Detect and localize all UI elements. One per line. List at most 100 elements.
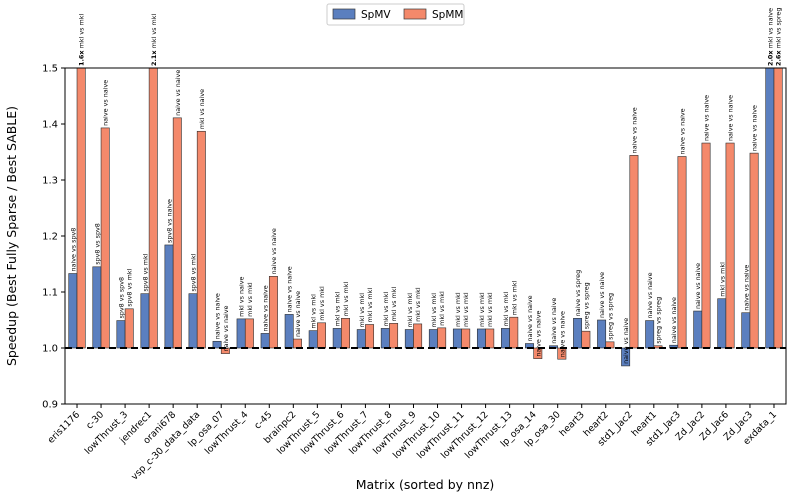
bar-spmm-zd-jac2 xyxy=(701,142,711,349)
bar-label-spmv-c-30: spv8 vs spv8 xyxy=(93,223,101,265)
bar-spmm-heart1 xyxy=(653,345,663,349)
legend-swatch-spmv xyxy=(332,8,356,20)
y-tick-label: 1.2 xyxy=(42,232,58,243)
bar-spmm-jendrec1 xyxy=(148,67,158,349)
bar-label-spmm-lowthrust-12: mkl vs mkl xyxy=(486,292,494,327)
bar-label-spmv-lowthrust-13: mkl vs mkl xyxy=(502,292,510,327)
bar-spmv-c-45 xyxy=(260,333,270,349)
bar-label-spmm-brainpc2: naive vs naive xyxy=(294,291,302,337)
bar-label-spmm-lowthrust-3: spv8 vs mkl xyxy=(126,268,134,306)
bar-label-spmv-lp-osa-14: naive vs naive xyxy=(526,295,534,341)
bar-label-spmv-std1-jac3: naive vs naive xyxy=(670,297,678,343)
bar-spmm-lowthrust-8 xyxy=(389,323,399,349)
bar-label-spmm-std1-jac2: naive vs naive xyxy=(630,107,638,153)
bar-label-spmv-lowthrust-5: mkl vs mkl xyxy=(310,294,318,329)
bar-label-spmm-heart3: spreg vs spreg xyxy=(582,282,590,329)
bar-spmv-heart3 xyxy=(573,318,583,349)
legend: SpMV SpMM xyxy=(326,3,465,26)
y-tick-label: 0.9 xyxy=(42,400,58,411)
bar-spmv-zd-jac2 xyxy=(693,310,703,349)
bar-label-spmm-zd-jac3: naive vs naive xyxy=(751,105,759,151)
bar-spmm-c-45 xyxy=(268,276,278,349)
bar-label-spmm-eris1176: 1.6x mkl vs mkl xyxy=(78,14,86,66)
y-tick-label: 1.3 xyxy=(42,176,58,187)
bar-spmm-lowthrust-13 xyxy=(509,316,519,349)
bar-label-spmm-lowthrust-10: mkl vs mkl xyxy=(438,291,446,326)
bar-label-spmv-lowthrust-10: mkl vs mkl xyxy=(430,293,438,328)
y-tick-label: 1.4 xyxy=(42,120,58,131)
bar-spmm-lowthrust-4 xyxy=(244,318,254,349)
bar-label-spmv-lowthrust-6: mkl vs mkl xyxy=(334,292,342,327)
bar-spmm-lowthrust-6 xyxy=(341,318,350,349)
bar-spmm-eris1176 xyxy=(76,67,86,349)
bar-label-spmm-c-30: naive vs naive xyxy=(102,80,110,126)
bar-label-spmv-zd-jac3: naive vs naive xyxy=(742,265,750,311)
bar-spmv-lowthrust-5 xyxy=(308,330,318,349)
bar-spmv-lowthrust-7 xyxy=(356,329,366,349)
bar-spmv-heart1 xyxy=(645,320,655,349)
bar-spmv-std1-jac2 xyxy=(621,347,631,367)
bar-label-spmm-lowthrust-7: mkl vs mkl xyxy=(366,288,374,323)
bar-spmv-lowthrust-4 xyxy=(236,318,246,349)
legend-label-spmv: SpMV xyxy=(361,9,391,21)
bar-label-spmv-lowthrust-7: mkl vs mkl xyxy=(358,293,366,328)
bar-spmm-std1-jac2 xyxy=(629,155,639,349)
bar-spmv-lp-osa-07 xyxy=(212,340,222,349)
bar-label-spmm-orani678: naive vs naive xyxy=(174,70,182,116)
bar-spmv-vsp-c-30-data-data xyxy=(188,293,198,349)
bar-spmm-orani678 xyxy=(172,117,182,349)
bar-label-spmv-lp-osa-07: naive vs naive xyxy=(214,293,222,339)
bar-label-spmv-lowthrust-9: mkl vs mkl xyxy=(406,293,414,328)
bar-label-spmv-lowthrust-3: spv8 vs spv8 xyxy=(117,277,125,319)
bar-label-spmv-std1-jac2: naive vs naive xyxy=(622,318,630,364)
bar-spmm-lowthrust-5 xyxy=(317,322,326,349)
bar-spmm-lowthrust-7 xyxy=(365,324,375,349)
bar-spmv-heart2 xyxy=(597,319,607,349)
bar-label-spmm-vsp-c-30-data-data: mkl vs naive xyxy=(198,89,206,129)
bar-spmv-eris1176 xyxy=(68,273,78,349)
bar-spmv-zd-jac6 xyxy=(717,298,727,349)
bar-spmv-jendrec1 xyxy=(140,293,150,349)
bar-spmv-lowthrust-13 xyxy=(501,328,510,349)
bar-spmv-orani678 xyxy=(164,244,174,349)
bar-label-spmm-lowthrust-4: mkl vs mkl xyxy=(246,282,254,317)
bar-label-spmm-c-45: naive vs naive xyxy=(270,228,278,274)
bar-spmm-exdata-1 xyxy=(773,67,783,349)
bar-spmm-brainpc2 xyxy=(293,338,302,349)
x-axis-label: Matrix (sorted by nnz) xyxy=(356,477,495,492)
bar-spmv-lowthrust-12 xyxy=(476,328,486,349)
bar-spmm-lowthrust-11 xyxy=(461,328,471,349)
bar-label-spmv-jendrec1: spv8 vs mkl xyxy=(141,253,149,291)
bar-label-spmv-lowthrust-12: mkl vs mkl xyxy=(478,292,486,327)
bar-spmm-lowthrust-3 xyxy=(124,308,134,349)
bar-spmm-zd-jac6 xyxy=(725,142,735,349)
bar-spmv-lowthrust-11 xyxy=(452,328,462,349)
bar-spmm-zd-jac3 xyxy=(749,152,759,349)
bar-spmv-zd-jac3 xyxy=(741,312,751,349)
bar-label-spmv-lowthrust-8: mkl vs mkl xyxy=(382,292,390,327)
legend-frame xyxy=(326,3,465,26)
bar-label-spmv-lp-osa-30: naive vs naive xyxy=(550,298,558,344)
bar-label-spmm-lowthrust-5: mkl vs mkl xyxy=(318,286,326,321)
bar-spmm-heart3 xyxy=(581,330,591,349)
bar-spmv-exdata-1 xyxy=(765,67,775,349)
bar-label-spmv-orani678: spv8 vs naive xyxy=(166,199,174,243)
bar-spmv-lowthrust-6 xyxy=(332,328,342,349)
bar-label-spmv-exdata-1: 2.0x mkl vs naive xyxy=(766,8,774,66)
bar-spmm-c-30 xyxy=(100,127,110,349)
legend-label-spmm: SpMM xyxy=(432,9,463,21)
bar-label-spmm-lowthrust-8: mkl vs mkl xyxy=(390,287,398,322)
bar-label-spmv-heart2: naive vs naive xyxy=(598,272,606,318)
bar-label-spmv-vsp-c-30-data-data: spv8 vs mkl xyxy=(190,253,198,291)
bar-label-spmm-heart2: spreg vs spreg xyxy=(606,293,614,340)
bar-label-spmv-lowthrust-4: mkl vs naive xyxy=(238,276,246,316)
bar-spmv-lowthrust-8 xyxy=(380,328,390,349)
y-axis-label: Speedup (Best Fully Sparse / Best SABLE) xyxy=(4,106,19,366)
y-tick-label: 1.0 xyxy=(42,344,58,355)
bar-label-spmm-lowthrust-6: mkl vs mkl xyxy=(342,282,350,317)
bar-label-spmv-zd-jac6: mkl vs mkl xyxy=(718,262,726,297)
bar-label-spmm-lowthrust-13: mkl vs mkl xyxy=(510,280,518,315)
bar-label-spmm-jendrec1: 2.1x mkl vs mkl xyxy=(150,14,158,66)
